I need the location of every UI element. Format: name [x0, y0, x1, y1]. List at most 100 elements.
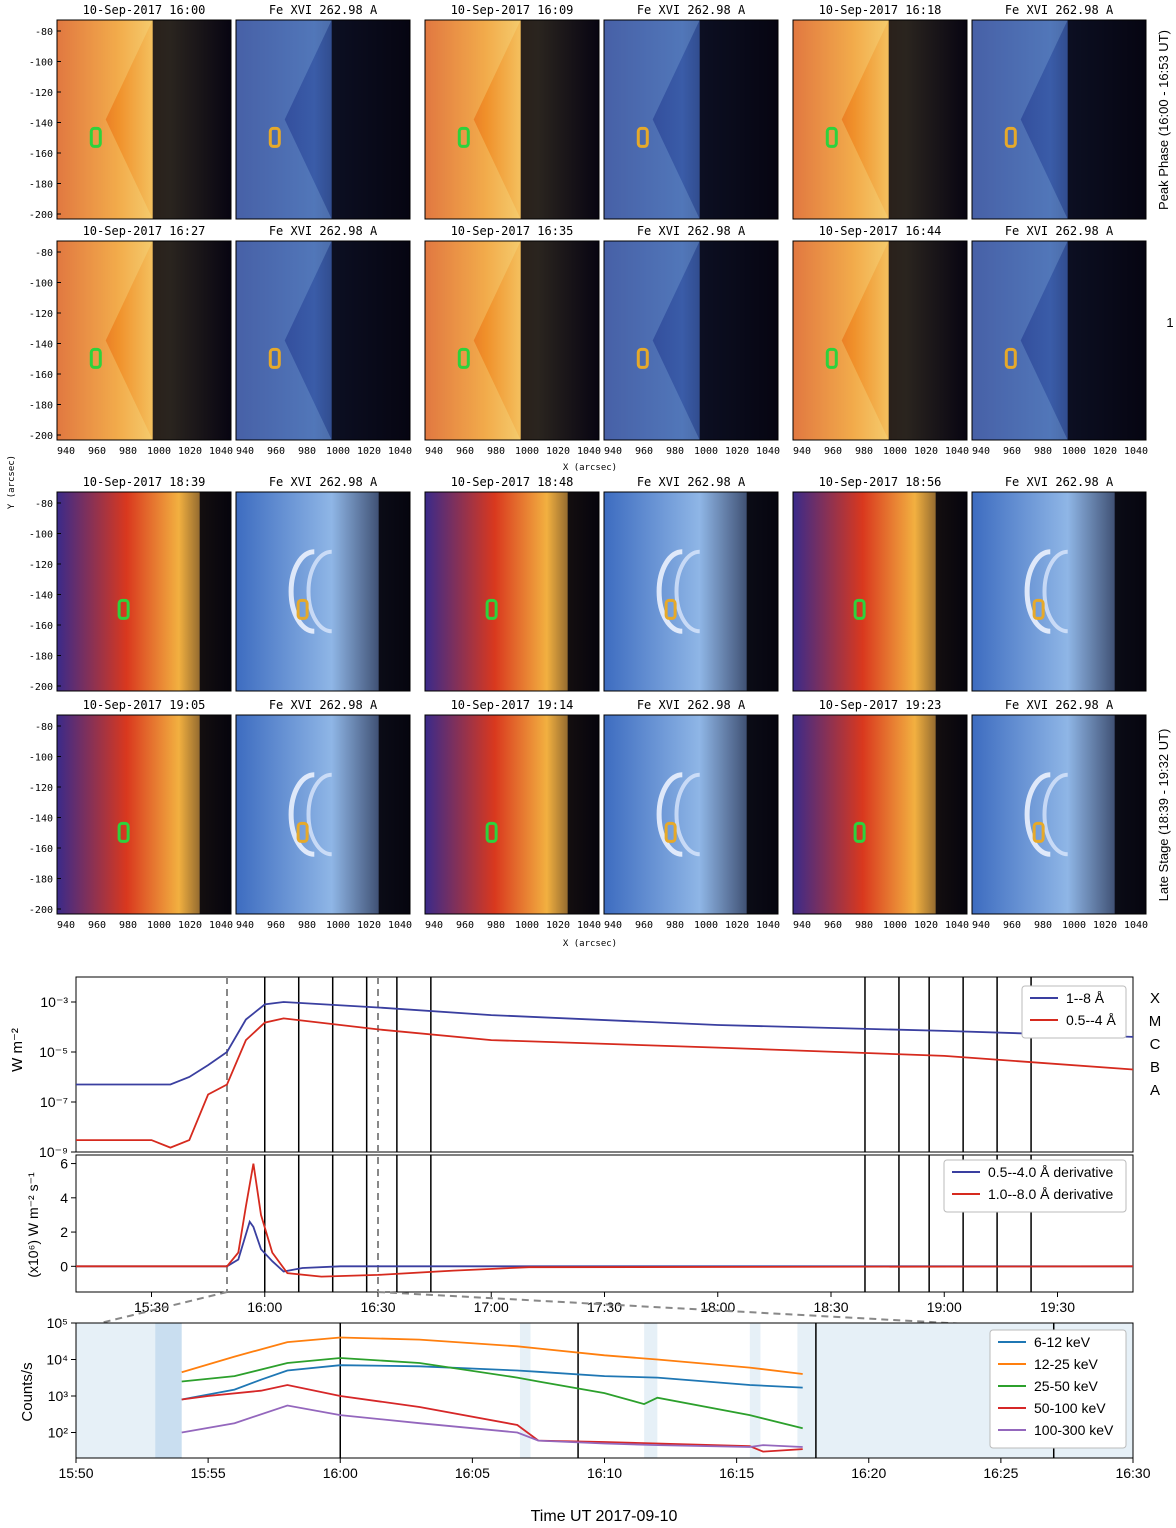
- hxr-count-line: [181, 1404, 803, 1448]
- x-tick-label: 1020: [914, 920, 938, 931]
- loop-arc: [1042, 772, 1068, 857]
- y-tick-label: 10⁻⁷: [40, 1094, 68, 1110]
- y-tick-label: -200: [29, 210, 53, 221]
- panel-frame: [424, 240, 600, 441]
- x-tick-label: 960: [88, 920, 106, 931]
- loop-arc: [288, 772, 315, 857]
- green-contour: [117, 821, 130, 843]
- x-tick-label: 980: [666, 446, 684, 457]
- x-tick-label: 17:30: [587, 1299, 622, 1315]
- y-tick-label: -160: [29, 370, 53, 381]
- loop-arc: [656, 549, 683, 634]
- panel-title: 10-Sep-2017 19:05: [83, 698, 206, 712]
- green-contour: [853, 821, 866, 843]
- x-tick-label: 16:00: [323, 1465, 358, 1481]
- loop-arc: [306, 772, 332, 857]
- hxr-count-line: [181, 1336, 803, 1375]
- legend-hxr-label: 25-50 keV: [1034, 1378, 1098, 1394]
- panel-title: 10-Sep-2017 19:23: [819, 698, 942, 712]
- x-tick-label: 980: [666, 920, 684, 931]
- panel-title: 10-Sep-2017 18:39: [83, 475, 206, 489]
- derivative-line: [76, 1219, 1133, 1273]
- x-feature: [604, 20, 700, 219]
- panel-title: 10-Sep-2017 18:48: [451, 475, 574, 489]
- x-axis-label: X (arcsec): [563, 463, 617, 473]
- y-tick-label: -100: [29, 58, 53, 69]
- x-tick-label: 19:00: [927, 1299, 962, 1315]
- x-tick-label: 980: [855, 446, 873, 457]
- x-tick-label: 1000: [326, 446, 350, 457]
- x-tick-label: 980: [855, 920, 873, 931]
- x-tick-label: 17:00: [474, 1299, 509, 1315]
- shaded-region: [76, 1323, 169, 1458]
- y-tick-label: -160: [29, 844, 53, 855]
- panel-frame: [235, 714, 411, 915]
- shaded-region: [749, 1323, 761, 1458]
- x-tick-label: 1020: [725, 920, 749, 931]
- goes-panel-frame: [75, 976, 1134, 1153]
- x-feature: [793, 241, 889, 440]
- hxr-count-line: [181, 1364, 803, 1401]
- x-tick-label: 1020: [546, 920, 570, 931]
- x-tick-label: 960: [267, 446, 285, 457]
- dark-region: [567, 715, 599, 914]
- panel-frame: [792, 714, 968, 915]
- flare-class-label: C: [1150, 1036, 1161, 1053]
- x-tick-label: 1040: [945, 446, 969, 457]
- orange-contour: [268, 347, 281, 369]
- y-tick-label: -120: [29, 560, 53, 571]
- panel-title: 10-Sep-2017 16:18: [819, 3, 942, 17]
- x-feature: [236, 241, 332, 440]
- orange-contour: [268, 126, 281, 148]
- dark-region: [1067, 241, 1146, 440]
- y-tick-label: -100: [29, 753, 53, 764]
- loop-arc: [1024, 549, 1051, 634]
- y-tick-label: -200: [29, 905, 53, 916]
- orange-contour: [664, 598, 677, 620]
- y-tick-label: -140: [29, 340, 53, 351]
- x-feature: [972, 20, 1068, 219]
- x-tick-label: 1000: [694, 446, 718, 457]
- panel-frame: [424, 491, 600, 692]
- flare-class-label: X: [1150, 990, 1160, 1007]
- y-tick-label: -180: [29, 652, 53, 663]
- dark-region: [378, 492, 410, 691]
- y-axis-label: Counts/s: [19, 1362, 36, 1421]
- x-tick-label: 15:50: [58, 1465, 93, 1481]
- x-tick-label: 940: [793, 920, 811, 931]
- x-feature: [57, 241, 153, 440]
- shaded-region: [797, 1323, 816, 1458]
- green-contour: [825, 126, 838, 148]
- y-tick-label: -140: [29, 119, 53, 130]
- panel-frame: [56, 240, 232, 441]
- x-tick-label: 940: [793, 446, 811, 457]
- goes-flux-line: [76, 1017, 1134, 1149]
- x-tick-label: 1000: [147, 446, 171, 457]
- legend-hxr-box: [989, 1329, 1127, 1449]
- x-tick-label: 1040: [945, 920, 969, 931]
- orange-contour: [296, 821, 309, 843]
- orange-contour: [664, 821, 677, 843]
- legend-hxr-label: 6-12 keV: [1034, 1334, 1091, 1350]
- hxr-count-line: [181, 1357, 803, 1430]
- panel-frame: [603, 240, 779, 441]
- y-tick-label: -180: [29, 875, 53, 886]
- orange-contour: [1032, 598, 1045, 620]
- x-tick-label: 1040: [577, 446, 601, 457]
- panel-frame: [971, 19, 1147, 220]
- dark-region: [152, 241, 231, 440]
- orange-contour: [1004, 126, 1017, 148]
- panel-frame: [792, 491, 968, 692]
- x-tick-label: 940: [236, 446, 254, 457]
- x-feature: [236, 20, 332, 219]
- legend-derivative-box: [943, 1159, 1127, 1213]
- x-tick-label: 960: [456, 446, 474, 457]
- panel-title: Fe XVI 262.98 A: [637, 224, 746, 238]
- dark-region: [567, 492, 599, 691]
- panel-title: 10-Sep-2017 16:35: [451, 224, 574, 238]
- x-feature: [604, 241, 700, 440]
- x-tick-label: 1000: [883, 446, 907, 457]
- x-tick-label: 1040: [1124, 920, 1148, 931]
- panel-title: Fe XVI 262.98 A: [269, 3, 378, 17]
- x-tick-label: 940: [57, 920, 75, 931]
